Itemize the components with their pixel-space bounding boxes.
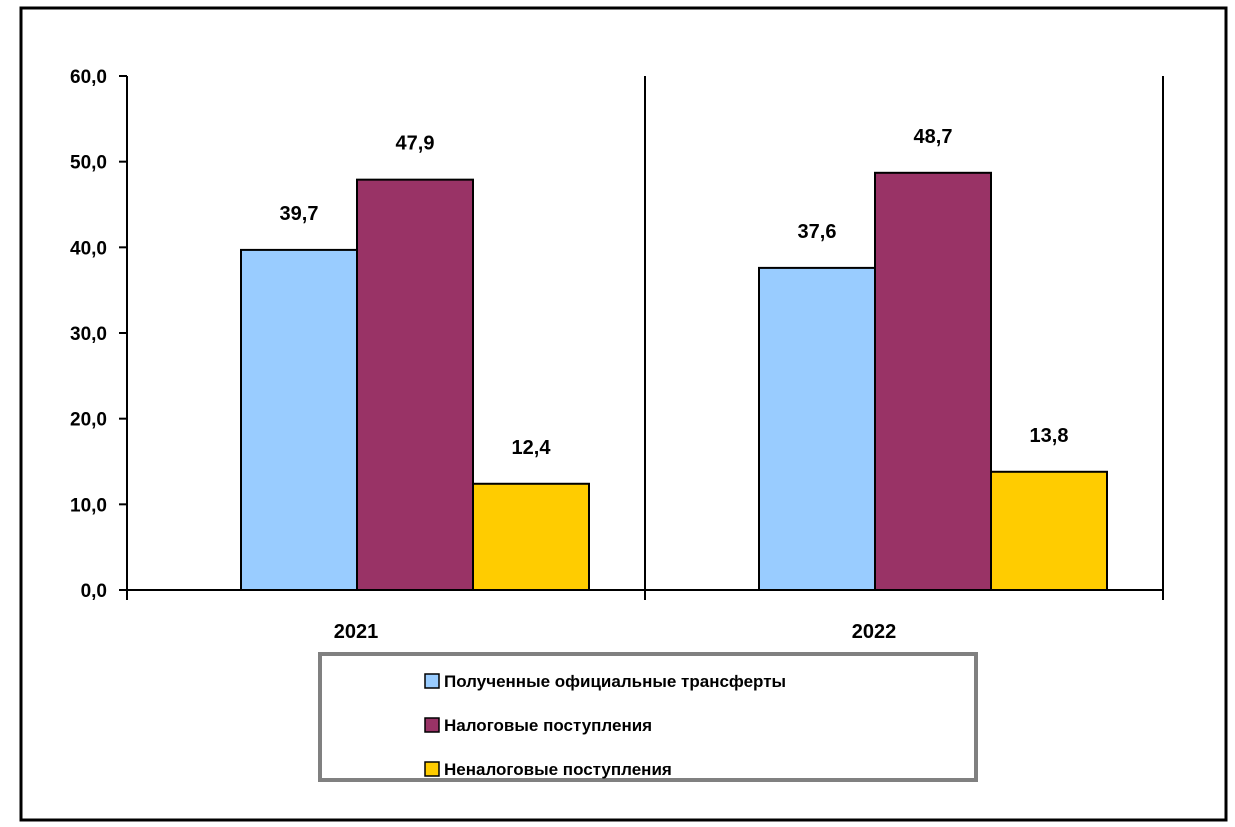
bar <box>990 470 1108 591</box>
legend-label: Полученные официальные трансферты <box>444 672 786 691</box>
bar-value-label: 48,7 <box>914 126 953 148</box>
bar <box>472 482 590 592</box>
bar-value-label: 12,4 <box>512 437 552 459</box>
y-tick-label: 60,0 <box>70 67 107 88</box>
y-tick-label: 30,0 <box>70 324 107 345</box>
value-labels-group: 39,7 47,9 12,4 37,6 48,7 13,8 <box>280 126 1069 459</box>
y-tick-label: 50,0 <box>70 153 107 174</box>
legend-label: Неналоговые поступления <box>444 760 672 779</box>
legend-box <box>318 652 978 782</box>
legend-swatch <box>424 673 440 689</box>
y-tick-label: 40,0 <box>70 238 107 259</box>
bar-value-label: 13,8 <box>1030 425 1069 447</box>
bars-group <box>240 171 1108 592</box>
y-tick-label: 20,0 <box>70 410 107 431</box>
bar <box>758 266 876 591</box>
legend-swatch <box>424 717 440 733</box>
bar-value-label: 39,7 <box>280 203 319 225</box>
y-tick-label: 10,0 <box>70 495 107 516</box>
bar-value-label: 37,6 <box>798 221 837 243</box>
y-tick-label: 0,0 <box>81 581 107 602</box>
legend-label: Налоговые поступления <box>444 716 652 735</box>
x-tick-label: 2021 <box>334 621 379 643</box>
bar <box>356 178 474 591</box>
legend: Полученные официальные трансферты Налогов… <box>318 652 978 782</box>
legend-swatch <box>424 761 440 777</box>
x-tick-label: 2022 <box>852 621 897 643</box>
bar-value-label: 47,9 <box>396 133 435 155</box>
bar <box>240 248 358 592</box>
bar <box>874 171 992 591</box>
